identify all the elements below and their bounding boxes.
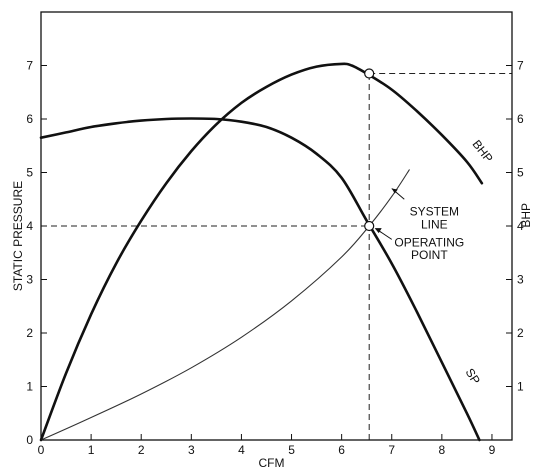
x-tick-label: 7	[388, 443, 395, 457]
marker-point	[364, 220, 375, 232]
system-line-arrowhead	[391, 188, 398, 194]
y-tick-label-right: 2	[517, 326, 524, 340]
x-tick-label: 9	[489, 443, 496, 457]
axes: 0 1 2 3 4 5 6 7 8 9 0 1 2 3 4 5 6 7 1 2 3 4 5 6 7 CFM STATIC PRESS…	[11, 11, 533, 470]
y-tick-label-right: 4	[517, 219, 524, 233]
y-tick-label-right: 1	[517, 380, 524, 394]
series-line-sp	[39, 117, 481, 442]
y-axis-title-right: BHP	[519, 203, 533, 228]
y-tick-label-right: 5	[517, 166, 524, 180]
system-line-label: LINE	[421, 218, 448, 232]
x-tick-label: 6	[338, 443, 345, 457]
y-tick-label-left: 6	[26, 112, 33, 126]
bhp-curve-label: BHP	[469, 137, 495, 165]
y-tick-label-left: 3	[26, 273, 33, 287]
x-axis-title: CFM	[259, 456, 285, 470]
operating-point-label: POINT	[411, 248, 448, 262]
y-tick-label-left: 7	[26, 59, 33, 73]
operating-point-label: OPERATING	[394, 235, 464, 249]
y-tick-label-right: 6	[517, 112, 524, 126]
y-tick-label-right: 3	[517, 273, 524, 287]
x-tick-label: 5	[288, 443, 295, 457]
y-tick-label-left: 5	[26, 166, 33, 180]
sp-curve-label: SP	[463, 366, 483, 387]
x-tick-label: 4	[238, 443, 245, 457]
marker-point	[364, 68, 375, 79]
y-tick-label-left: 2	[26, 326, 33, 340]
x-tick-label: 3	[188, 443, 195, 457]
y-axis-title-left: STATIC PRESSURE	[11, 181, 25, 291]
x-tick-label: 2	[138, 443, 145, 457]
y-tick-label-left: 0	[26, 433, 33, 447]
x-tick-label: 0	[38, 443, 45, 457]
system-line-label: SYSTEM	[410, 204, 459, 218]
y-tick-label-left: 4	[26, 219, 33, 233]
x-tick-label: 8	[439, 443, 446, 457]
series-line-system-line	[40, 169, 410, 441]
series-line-bhp	[39, 62, 484, 442]
x-tick-label: 1	[88, 443, 95, 457]
plot-area	[39, 62, 512, 442]
y-tick-label-left: 1	[26, 380, 33, 394]
operating-point-arrowhead	[374, 228, 382, 234]
y-tick-label-right: 7	[517, 59, 524, 73]
